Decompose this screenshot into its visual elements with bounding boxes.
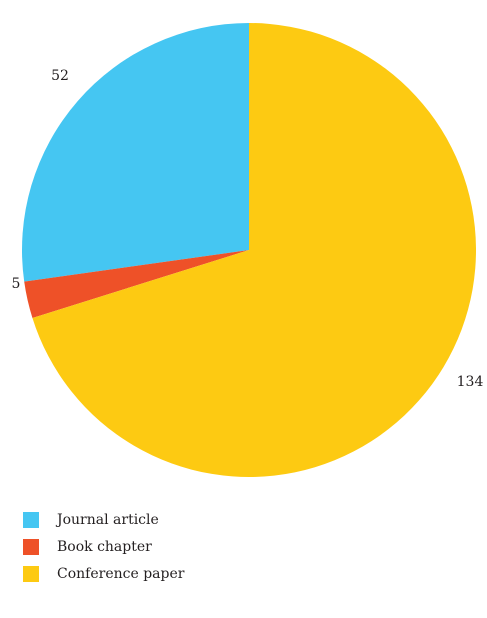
pie-slice-book-chapter [24, 250, 250, 319]
legend-label-book-chapter: Book chapter [57, 539, 152, 555]
legend: Journal article Book chapter Conference pa… [23, 512, 185, 582]
legend-label-journal-article: Journal article [55, 512, 159, 528]
legend-item-book-chapter: Book chapter [23, 539, 152, 555]
data-label-book-chapter: 5 [12, 276, 21, 292]
data-label-journal-article: 52 [51, 68, 69, 84]
legend-swatch-book-chapter [23, 539, 39, 555]
legend-item-journal-article: Journal article [23, 512, 159, 528]
pie-slice-conference-paper [32, 23, 477, 477]
pie-slices [21, 22, 477, 477]
data-label-conference-paper: 134 [457, 374, 484, 390]
legend-swatch-conference-paper [23, 566, 39, 582]
legend-swatch-journal-article [23, 512, 39, 528]
data-labels: 52 5 134 [12, 68, 484, 390]
pie-slice-journal-article [21, 22, 249, 282]
legend-item-conference-paper: Conference paper [23, 566, 185, 582]
legend-label-conference-paper: Conference paper [57, 566, 185, 582]
